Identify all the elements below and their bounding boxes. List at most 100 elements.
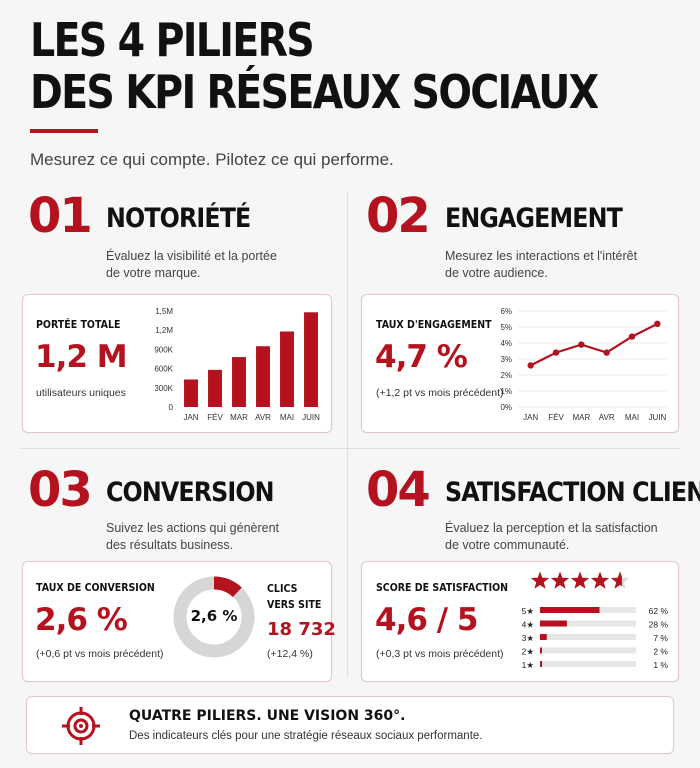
rating-value-label: 7 % (653, 633, 668, 643)
kpi-card-engagement: TAUX D'ENGAGEMENT 4,7 % (+1,2 pt vs mois… (361, 294, 679, 433)
clicks-note: (+12,4 %) (267, 648, 313, 660)
conversion-donut-chart (173, 576, 255, 658)
x-tick-label: FÉV (548, 413, 564, 422)
bar (256, 346, 270, 407)
data-point (603, 349, 610, 356)
kpi-label: PORTÉE TOTALE (36, 319, 121, 331)
rating-bar (540, 661, 542, 667)
x-tick-label: MAR (572, 413, 590, 422)
clicks-label: CLICS VERS SITE (267, 581, 321, 613)
horizontal-divider (20, 448, 680, 449)
pillar-desc-line: des résultats business. (106, 538, 234, 552)
star-icon (530, 571, 550, 589)
footer-text: Des indicateurs clés pour une stratégie … (129, 730, 483, 742)
donut-slice (173, 576, 255, 658)
rating-track (540, 620, 636, 627)
bar (208, 369, 222, 407)
x-tick-label: AVR (255, 413, 271, 422)
pillar-title-01: NOTORIÉTÉ (106, 203, 251, 234)
kpi-note: (+0,6 pt vs mois précédent) (36, 648, 164, 660)
page-subtitle: Mesurez ce qui compte. Pilotez ce qui pe… (30, 150, 394, 169)
target-icon (62, 707, 100, 745)
rating-row-label: 3★ (522, 633, 535, 643)
pillar-number-01: 01 (28, 188, 93, 244)
x-tick-label: JUIN (648, 413, 666, 422)
y-tick-label: 2% (500, 371, 512, 380)
page-title: LES 4 PILIERS DES KPI RÉSEAUX SOCIAUX (30, 14, 599, 119)
y-tick-label: 0% (500, 403, 512, 412)
vertical-divider (347, 192, 348, 677)
kpi-value: 2,6 % (35, 602, 128, 638)
pillar-desc-04: Évaluez la perception et la satisfaction… (445, 520, 675, 554)
pillar-desc-line: de votre marque. (106, 266, 201, 280)
pillar-number-02: 02 (366, 188, 431, 244)
rating-track (540, 634, 636, 640)
bar (232, 357, 246, 407)
star-icon (610, 571, 622, 589)
kpi-value: 1,2 M (35, 339, 128, 375)
clicks-value: 18 732 (267, 619, 336, 640)
y-tick-label: 600K (154, 365, 173, 374)
y-tick-label: 6% (500, 307, 512, 316)
pillar-title-03: CONVERSION (106, 477, 275, 508)
rating-bar (540, 620, 567, 627)
engagement-line-chart: 0% 1% 2% 3% 4% 5% 6% JAN FÉV MAR AVR MAI JUIN (500, 307, 670, 422)
kpi-label: TAUX DE CONVERSION (36, 582, 155, 594)
title-underline (30, 129, 98, 133)
pillar-title-04: SATISFACTION CLIENT (445, 477, 700, 508)
data-point (552, 349, 560, 356)
pillar-desc-line: Évaluez la visibilité et la portée (106, 249, 277, 263)
y-tick-label: 4% (500, 339, 512, 348)
y-tick-label: 1% (500, 387, 512, 396)
kpi-note: (+0,3 pt vs mois précédent) (376, 648, 504, 660)
x-tick-label: JAN (523, 413, 538, 422)
clicks-label-line: VERS SITE (267, 599, 322, 611)
kpi-note: (+1,2 pt vs mois précédent) (376, 387, 504, 399)
star-icon (550, 571, 570, 589)
rating-row-label: 4★ (522, 620, 535, 630)
kpi-card-conversion: TAUX DE CONVERSION 2,6 % (+0,6 pt vs moi… (22, 561, 336, 682)
x-tick-label: MAI (625, 413, 639, 422)
pillar-desc-line: de votre communauté. (445, 538, 570, 552)
kpi-label: SCORE DE SATISFACTION (376, 582, 509, 594)
page-title-line2: DES KPI RÉSEAUX SOCIAUX (30, 65, 599, 119)
kpi-card-notoriete: PORTÉE TOTALE 1,2 M utilisateurs uniques… (22, 294, 332, 433)
bar (280, 331, 294, 407)
y-tick-label: 3% (500, 355, 512, 364)
pillar-desc-line: Mesurez les interactions et l'intérêt (445, 249, 638, 263)
rating-track (540, 647, 636, 654)
pillar-desc-03: Suivez les actions qui génèrent des résu… (106, 520, 306, 554)
star-icon (590, 571, 610, 589)
y-tick-label: 300K (154, 384, 173, 393)
x-tick-label: MAR (230, 413, 248, 422)
x-tick-label: JAN (183, 413, 198, 422)
y-tick-label: 900K (154, 345, 173, 354)
rating-value-label: 62 % (649, 606, 669, 616)
pillar-desc-line: Suivez les actions qui génèrent (106, 521, 280, 535)
y-tick-label: 5% (500, 323, 512, 332)
rating-row-label: 2★ (522, 647, 535, 657)
rating-bar (540, 647, 542, 654)
x-tick-label: MAI (280, 413, 294, 422)
data-point (628, 333, 636, 340)
kpi-value: 4,7 % (375, 339, 468, 375)
y-tick-label: 1,5M (155, 307, 173, 316)
rating-row-label: 1★ (522, 660, 535, 670)
series-line (530, 322, 658, 367)
reach-bar-chart: 0 300K 600K 900K 1,2M 1,5M JAN FÉV MAR AVR MAI JUIN (154, 307, 320, 422)
rating-bar (540, 634, 547, 640)
rating-value-label: 1 % (653, 660, 668, 670)
rating-value-label: 2 % (653, 647, 668, 657)
data-point (578, 341, 585, 348)
data-point (527, 362, 534, 369)
satisfaction-rating-chart: 5★ 62 % 4★ 28 % 3★ 7 % 2★ 2 % 1★ 1 % (522, 571, 669, 670)
pillar-number-03: 03 (28, 462, 93, 518)
kpi-note: utilisateurs uniques (36, 387, 126, 399)
donut-center-label: 2,6 % (190, 607, 238, 625)
x-tick-label: FÉV (207, 413, 223, 422)
footer-banner: QUATRE PILIERS. UNE VISION 360°. Des ind… (26, 696, 674, 754)
kpi-card-satisfaction: SCORE DE SATISFACTION 4,6 / 5 (+0,3 pt v… (361, 561, 679, 682)
rating-row-label: 5★ (522, 606, 535, 616)
pillar-number-04: 04 (366, 462, 431, 518)
rating-value-label: 28 % (649, 620, 669, 630)
